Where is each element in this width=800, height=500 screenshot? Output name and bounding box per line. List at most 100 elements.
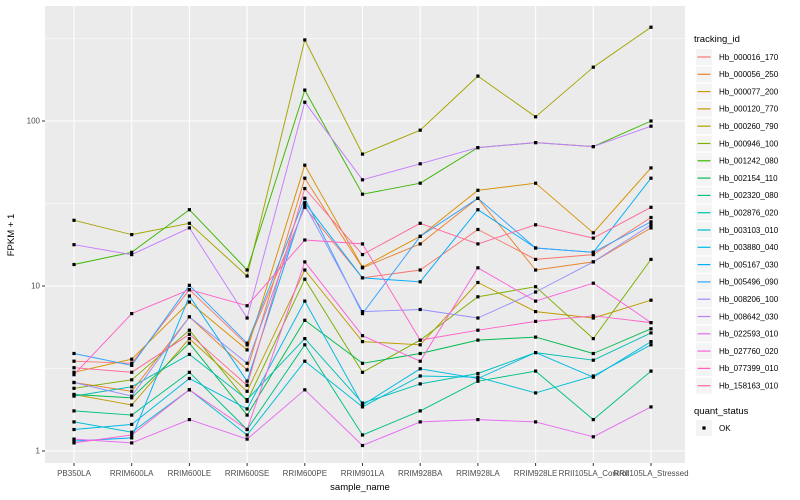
data-point — [360, 276, 365, 280]
data-point — [130, 422, 134, 426]
data-point — [649, 405, 653, 409]
legend-title-tracking-id: tracking_id — [694, 34, 740, 45]
data-point — [476, 227, 480, 232]
legend-item-Hb_002320_080: Hb_002320_080 — [696, 187, 779, 204]
legend-item-Hb_002154_110: Hb_002154_110 — [696, 170, 778, 187]
data-point — [534, 369, 538, 373]
data-point — [534, 257, 538, 261]
data-point — [360, 405, 365, 409]
y-tick-label: 100 — [27, 117, 41, 126]
data-point — [72, 427, 76, 432]
x-tick-label: RRIM600LA — [110, 469, 154, 478]
data-point — [476, 328, 480, 332]
data-point — [360, 401, 365, 405]
data-point — [303, 268, 307, 272]
data-point — [187, 341, 191, 345]
x-tick-label: RRIM901LA — [341, 469, 385, 478]
x-tick-label: RRIM600PE — [283, 469, 327, 478]
data-point — [130, 378, 134, 382]
legend-item-label: Hb_003103_010 — [719, 226, 779, 235]
data-point — [476, 242, 480, 246]
x-tick-label: RRII105LA_Stressed — [613, 469, 688, 478]
data-point — [476, 379, 480, 383]
data-point — [303, 88, 307, 92]
data-point — [591, 236, 595, 240]
legend-item-label: Hb_002154_110 — [719, 174, 778, 183]
data-point — [649, 257, 653, 261]
data-point — [72, 420, 76, 424]
data-point — [187, 370, 191, 374]
data-point — [303, 337, 307, 341]
x-tick-label: RRIM600SE — [225, 469, 269, 478]
data-point — [476, 188, 480, 192]
data-point — [649, 298, 653, 302]
data-point — [649, 220, 653, 224]
legend-item-label: Hb_000016_170 — [719, 53, 779, 62]
data-point — [360, 265, 365, 269]
data-point — [476, 280, 480, 285]
legend-item-Hb_077399_010: Hb_077399_010 — [696, 360, 779, 377]
data-point — [476, 338, 480, 342]
data-point — [476, 418, 480, 422]
legend-item-label: Hb_000056_250 — [719, 70, 779, 79]
data-point — [534, 246, 538, 250]
data-point — [245, 398, 249, 402]
data-point — [534, 141, 538, 145]
legend-item-label: Hb_027760_020 — [719, 347, 779, 356]
data-point — [360, 403, 365, 407]
legend-item-Hb_002876_020: Hb_002876_020 — [696, 204, 779, 221]
data-point — [534, 268, 538, 272]
data-point — [476, 266, 480, 270]
data-point — [130, 312, 134, 316]
data-point — [187, 337, 191, 341]
data-point — [360, 152, 365, 156]
data-point — [245, 341, 249, 345]
legend-item-label: Hb_000120_770 — [719, 105, 779, 114]
data-point — [591, 65, 595, 69]
legend-item-label: Hb_008642_030 — [719, 312, 779, 321]
data-point — [130, 389, 134, 393]
data-point — [476, 208, 480, 212]
legend-item-Hb_027760_020: Hb_027760_020 — [696, 343, 779, 360]
legend-item-label: Hb_000946_100 — [719, 139, 779, 148]
data-point — [187, 288, 191, 292]
data-point — [245, 437, 249, 441]
data-point — [130, 403, 134, 407]
legend-item-Hb_003880_040: Hb_003880_040 — [696, 239, 779, 256]
data-point — [303, 343, 307, 347]
data-point — [649, 369, 653, 373]
data-point — [187, 315, 191, 319]
data-point — [187, 300, 191, 304]
x-tick-label: RRIM928LE — [514, 469, 558, 478]
data-point — [303, 163, 307, 167]
data-point — [418, 409, 422, 413]
data-point — [418, 181, 422, 185]
data-point — [534, 299, 538, 303]
data-point — [418, 162, 422, 166]
data-point — [534, 391, 538, 395]
data-point — [303, 196, 307, 200]
data-point — [130, 253, 134, 257]
data-point — [649, 176, 653, 180]
data-point — [534, 115, 538, 119]
legend-item-Hb_000260_790: Hb_000260_790 — [696, 118, 779, 135]
data-point — [245, 316, 249, 320]
data-point — [187, 226, 191, 230]
data-point — [130, 385, 134, 389]
data-point — [418, 374, 422, 378]
data-point — [130, 363, 134, 367]
data-point — [303, 388, 307, 392]
data-point — [245, 389, 249, 393]
data-point — [591, 253, 595, 257]
data-point — [130, 430, 134, 434]
data-point — [303, 38, 307, 42]
data-point — [187, 294, 191, 298]
data-point — [649, 215, 653, 220]
legend-item-Hb_000056_250: Hb_000056_250 — [696, 66, 779, 83]
data-point — [649, 223, 653, 227]
data-point — [303, 201, 307, 205]
x-tick-label: RRIM600LE — [168, 469, 212, 478]
data-point — [303, 100, 307, 104]
data-point — [360, 178, 365, 182]
